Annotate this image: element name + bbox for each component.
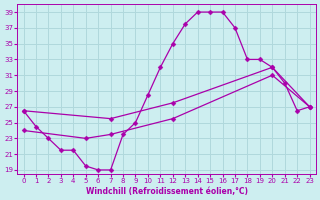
X-axis label: Windchill (Refroidissement éolien,°C): Windchill (Refroidissement éolien,°C) bbox=[85, 187, 248, 196]
